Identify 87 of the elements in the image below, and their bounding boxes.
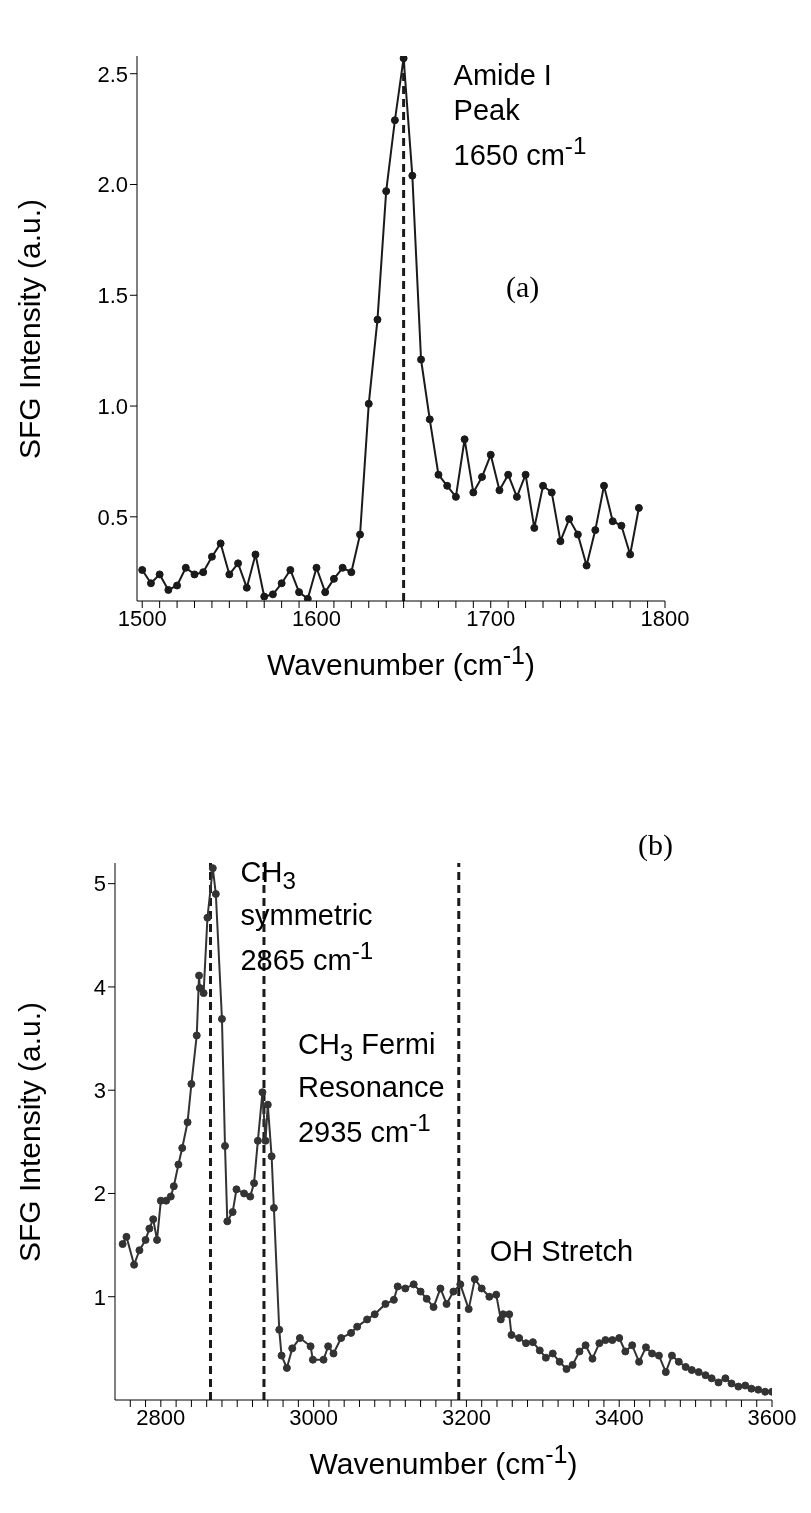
point	[530, 523, 539, 532]
x-tick-label: 1800	[640, 605, 690, 631]
text: (b)	[638, 828, 673, 862]
y-tick-label: 1	[93, 1284, 106, 1310]
point	[634, 503, 643, 512]
point	[382, 187, 391, 196]
x-axis-title: Wavenumber (cm$^{-1}$)	[308, 1440, 579, 1481]
x-tick-label: 1500	[117, 605, 167, 631]
point	[600, 481, 609, 490]
y-tick-label: 1.5	[97, 283, 128, 309]
point	[547, 488, 556, 497]
point	[207, 552, 216, 561]
y-tick-label: 3	[93, 1078, 106, 1103]
point	[329, 574, 338, 583]
point	[295, 588, 304, 597]
point	[539, 481, 548, 490]
point	[399, 56, 408, 63]
point	[591, 526, 600, 535]
point	[460, 435, 469, 444]
point	[173, 581, 182, 590]
point	[303, 594, 312, 601]
y-tick-label: 2.5	[97, 61, 128, 87]
point	[242, 583, 251, 592]
point	[573, 530, 582, 539]
point	[364, 399, 373, 408]
x-axis-title: Wavenumber (cm$^{-1}$)	[266, 641, 536, 682]
point	[277, 579, 286, 588]
annotation: (a)	[506, 270, 540, 304]
point	[146, 579, 155, 588]
point	[338, 563, 347, 572]
point	[556, 537, 565, 546]
point	[504, 470, 513, 479]
point	[478, 472, 487, 481]
x-tick-label: 3200	[441, 1404, 491, 1430]
point	[521, 470, 530, 479]
point	[225, 570, 234, 579]
point	[347, 568, 356, 577]
point	[181, 563, 190, 572]
point	[617, 521, 626, 530]
x-tick-label: 3000	[289, 1404, 339, 1430]
point	[390, 116, 399, 125]
x-tick-label: 1700	[466, 605, 516, 631]
x-tick-label: 3600	[747, 1404, 797, 1430]
annotation: CH$_{3}$ symmetric 2865 cm$^{-1}$	[240, 855, 374, 978]
point	[434, 470, 443, 479]
point	[234, 559, 243, 568]
x-tick-label: 2800	[136, 1404, 186, 1430]
point	[486, 450, 495, 459]
point	[312, 563, 321, 572]
point	[260, 592, 269, 601]
point	[417, 355, 426, 364]
point	[608, 517, 617, 526]
point	[512, 492, 521, 501]
point	[582, 561, 591, 570]
point	[199, 568, 208, 577]
point	[495, 486, 504, 495]
point	[268, 590, 277, 599]
y-axis-title: SFG Intensity (a.u.)	[13, 1001, 47, 1262]
point	[451, 492, 460, 501]
x-tick-label: 1600	[292, 605, 341, 631]
point	[286, 565, 295, 574]
annotation: OH Stretch	[489, 1234, 634, 1270]
y-tick-label: 0.5	[97, 504, 128, 530]
point	[164, 585, 173, 594]
point	[321, 588, 330, 597]
point	[425, 415, 434, 424]
point	[356, 530, 365, 539]
point	[469, 488, 478, 497]
y-axis-title: SFG Intensity (a.u.)	[13, 198, 47, 459]
annotation: CH$_{3}$ Fermi Resonance 2935 cm$^{-1}$	[297, 1027, 445, 1150]
point	[408, 171, 417, 180]
annotation: Amide I Peak 1650 cm$^{-1}$	[453, 58, 587, 173]
point	[190, 570, 199, 579]
point	[216, 539, 225, 548]
point	[155, 570, 164, 579]
point	[138, 565, 147, 574]
point	[373, 315, 382, 324]
point	[626, 550, 635, 559]
y-tick-label: 2	[93, 1181, 106, 1207]
y-tick-label: 1.0	[97, 393, 128, 419]
y-tick-label: 4	[93, 974, 106, 1000]
point	[443, 481, 452, 490]
y-tick-label: 2.0	[97, 172, 128, 198]
point	[251, 550, 260, 559]
point	[565, 515, 574, 524]
y-tick-label: 5	[93, 871, 106, 897]
x-tick-label: 3400	[594, 1404, 644, 1430]
